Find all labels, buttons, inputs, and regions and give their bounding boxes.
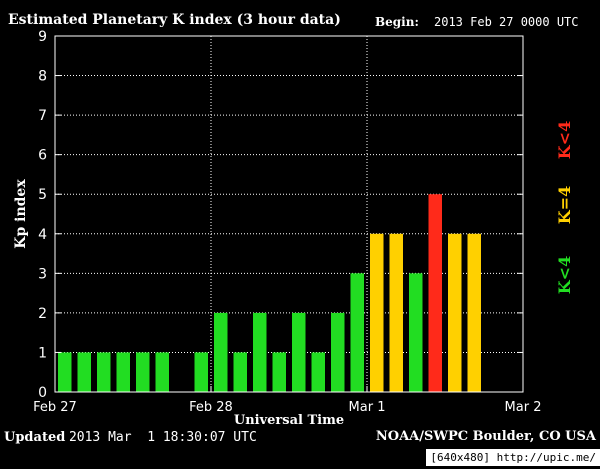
y-tick-label: 6: [38, 148, 47, 164]
x-tick-label: Mar 2: [505, 400, 542, 415]
y-tick-label: 5: [38, 187, 47, 203]
y-tick-label: 9: [38, 29, 47, 45]
kp-bar: [116, 352, 130, 392]
y-tick-label: 3: [38, 266, 47, 282]
kp-bar: [233, 352, 247, 392]
kp-bar: [370, 233, 384, 392]
credit: NOAA/SWPC Boulder, CO USA: [375, 429, 596, 444]
y-tick-label: 1: [38, 345, 47, 361]
plot-frame: [54, 35, 524, 393]
chart-title: Estimated Planetary K index (3 hour data…: [8, 12, 341, 28]
kp-bar: [214, 312, 228, 392]
kp-bar: [331, 312, 345, 392]
kp-bar: [292, 312, 306, 392]
kp-bar: [350, 273, 364, 392]
y-tick-label: 4: [38, 227, 47, 243]
y-axis-label: Kp index: [13, 179, 29, 249]
kp-chart: Estimated Planetary K index (3 hour data…: [8, 12, 579, 428]
y-tick-label: 7: [38, 108, 47, 124]
y-tick-label: 8: [38, 69, 47, 85]
kp-bar: [448, 233, 462, 392]
kp-bar: [467, 233, 481, 392]
kp-bar: [194, 352, 208, 392]
x-tick-label: Mar 1: [349, 400, 386, 415]
y-tick-label: 0: [38, 385, 47, 401]
grid-lines: [55, 36, 523, 392]
updated-line: Updated 2013 Mar 1 18:30:07 UTC: [4, 429, 257, 445]
legend-active: K=4: [555, 186, 574, 224]
size-tag: [640x480] http://upic.me/: [426, 449, 600, 466]
x-tick-label: Feb 28: [189, 400, 233, 415]
kp-bar: [155, 352, 169, 392]
begin-value: 2013 Feb 27 0000 UTC: [434, 15, 579, 29]
legend-quiet: K<4: [555, 256, 574, 294]
kp-bar: [409, 273, 423, 392]
kp-bar: [77, 352, 91, 392]
kp-bar: [136, 352, 150, 392]
bars: [58, 194, 481, 392]
kp-bar: [253, 312, 267, 392]
y-axis-ticks: 0 1 2 3 4 5 6 7 8 9: [38, 29, 523, 401]
kp-bar: [58, 352, 72, 392]
x-axis-label: Universal Time: [234, 413, 344, 428]
x-axis-ticks: Feb 27 Feb 28 Mar 1 Mar 2: [33, 386, 541, 415]
kp-bar: [272, 352, 286, 392]
y-tick-label: 2: [38, 306, 47, 322]
footer: Updated 2013 Mar 1 18:30:07 UTC NOAA/SWP…: [0, 429, 600, 449]
updated-label: Updated: [4, 430, 66, 445]
kp-bar: [311, 352, 325, 392]
kp-bar: [389, 233, 403, 392]
legend-storm: K<4: [555, 121, 574, 159]
kp-bar: [97, 352, 111, 392]
x-tick-label: Feb 27: [33, 400, 77, 415]
kp-bar: [428, 194, 442, 392]
updated-value: 2013 Mar 1 18:30:07 UTC: [68, 430, 257, 445]
begin-label: Begin:: [375, 15, 419, 29]
